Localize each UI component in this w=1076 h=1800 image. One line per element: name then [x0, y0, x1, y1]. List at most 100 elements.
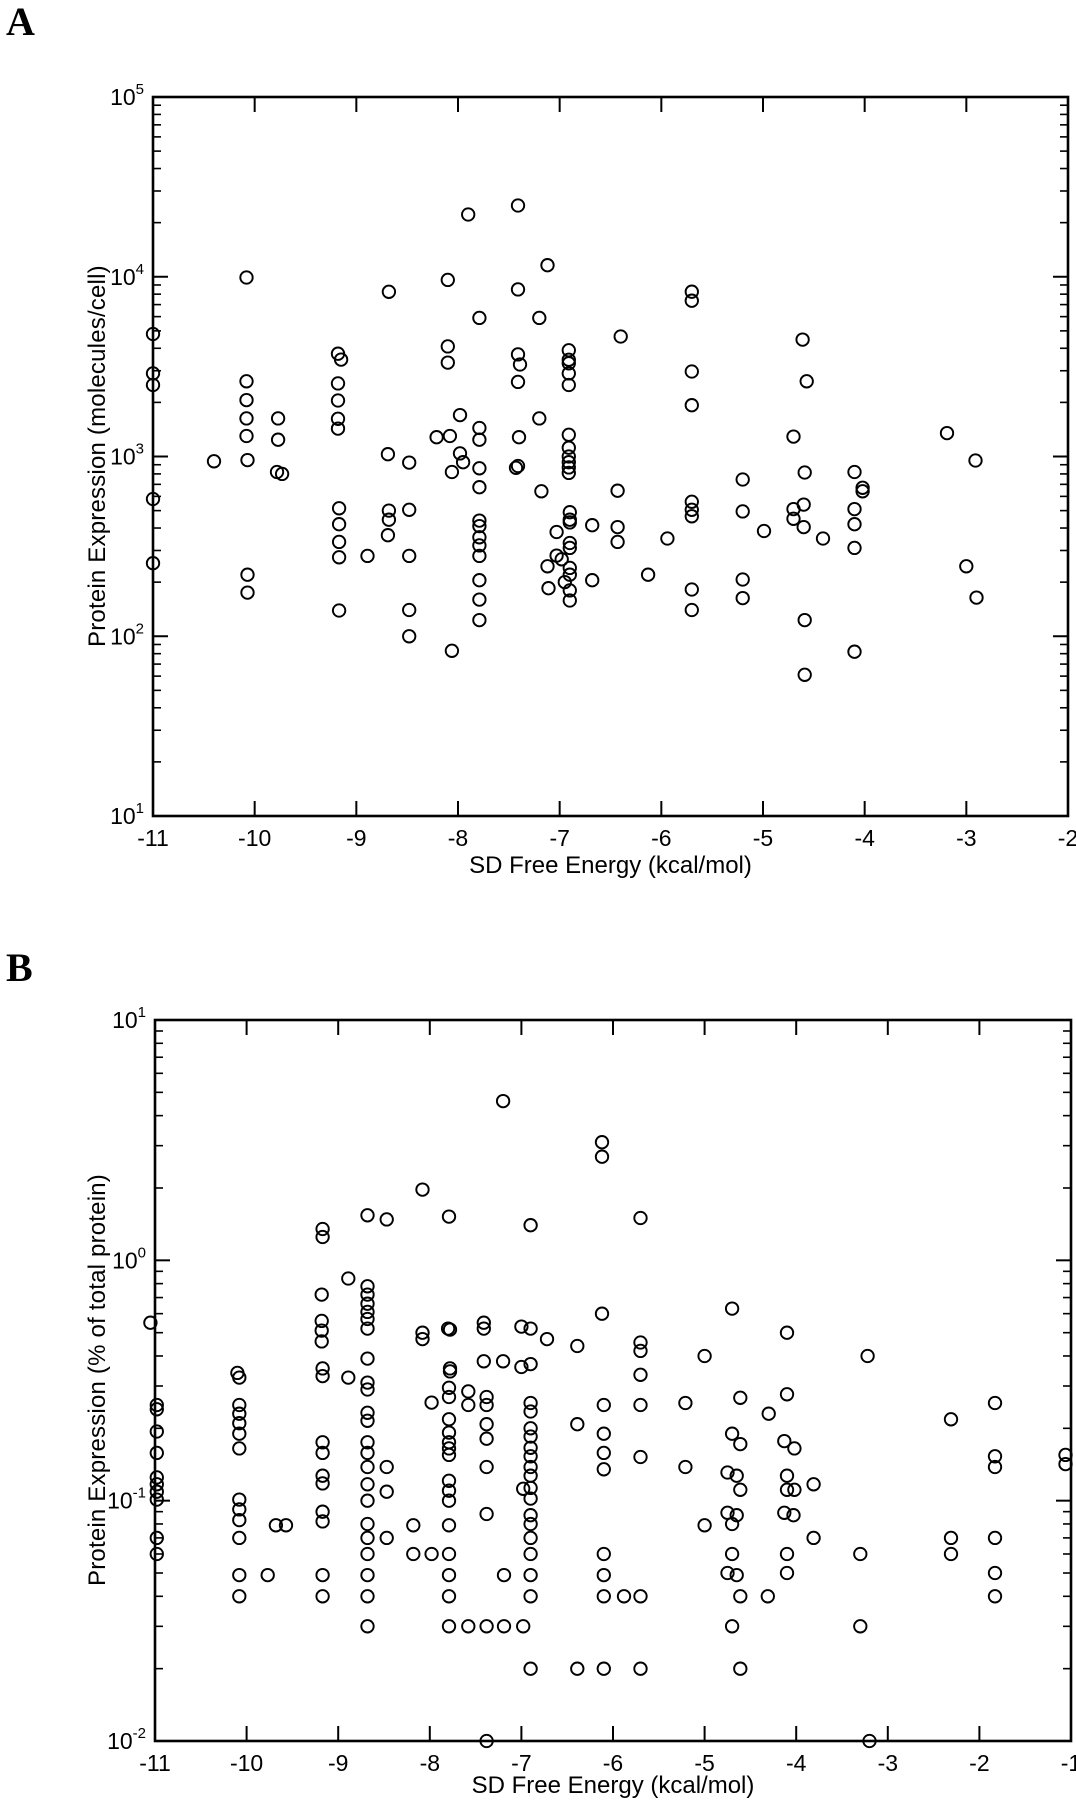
data-point — [452, 407, 468, 423]
data-point — [760, 1589, 775, 1604]
data-point — [561, 465, 576, 481]
data-point — [678, 1459, 693, 1475]
data-point — [523, 1404, 538, 1419]
data-point — [562, 540, 577, 556]
data-point — [360, 1619, 375, 1634]
data-point — [534, 484, 549, 499]
y-tick-label: 101 — [110, 800, 144, 829]
data-point — [360, 548, 375, 564]
axes-box — [151, 95, 1070, 818]
data-point — [561, 377, 576, 393]
data-point — [476, 1354, 491, 1369]
data-point — [510, 347, 526, 362]
data-point — [724, 1426, 740, 1441]
data-point — [360, 1382, 375, 1397]
data-point — [270, 411, 286, 426]
data-point — [523, 1567, 538, 1583]
data-point — [594, 1306, 610, 1321]
data-point — [1058, 1447, 1073, 1463]
data-point — [561, 356, 576, 371]
data-point — [532, 310, 547, 326]
data-point — [274, 466, 290, 482]
data-point — [596, 1589, 611, 1604]
data-point — [633, 1449, 648, 1465]
data-point — [442, 1364, 458, 1379]
data-point — [240, 452, 255, 468]
data-point — [472, 461, 487, 476]
data-point — [523, 1661, 538, 1676]
y-tick-label: 104 — [110, 261, 144, 290]
data-point — [633, 1397, 648, 1413]
data-point — [380, 528, 396, 543]
data-point — [232, 1426, 247, 1441]
data-point — [562, 535, 577, 551]
data-point — [1058, 1456, 1073, 1472]
data-point — [523, 1516, 538, 1532]
data-point — [424, 1546, 439, 1562]
data-point — [786, 429, 801, 444]
data-point — [523, 1440, 538, 1455]
data-point — [381, 284, 397, 299]
data-point — [239, 428, 254, 444]
data-point — [596, 1661, 611, 1676]
x-tick-label: -2 — [1058, 825, 1076, 851]
data-point — [540, 258, 555, 273]
data-point — [610, 534, 625, 550]
data-point — [315, 1504, 330, 1519]
data-point — [381, 503, 397, 518]
data-point — [796, 497, 811, 512]
data-point — [360, 1296, 375, 1311]
data-point — [441, 1209, 457, 1224]
data-point — [341, 1370, 356, 1385]
data-point — [561, 440, 576, 455]
data-point — [554, 552, 569, 567]
x-tick-label: -11 — [137, 825, 169, 851]
data-point — [724, 1301, 740, 1316]
x-tick-label: -8 — [448, 825, 468, 851]
data-point — [596, 1546, 611, 1562]
data-point — [943, 1530, 959, 1546]
data-point — [479, 1417, 494, 1432]
y-tick-label: 103 — [110, 441, 144, 470]
data-point — [815, 531, 831, 546]
data-point — [441, 1447, 457, 1463]
data-point — [379, 1530, 394, 1546]
data-point — [232, 1370, 247, 1385]
data-point — [570, 1661, 585, 1676]
data-point — [733, 1436, 748, 1452]
data-point — [360, 1304, 375, 1320]
data-point — [360, 1287, 375, 1302]
data-point — [562, 583, 577, 598]
data-point — [733, 1390, 748, 1405]
x-tick-label: -4 — [786, 1750, 807, 1776]
data-point — [479, 1431, 494, 1446]
data-point — [441, 1546, 457, 1562]
data-point — [441, 1380, 457, 1395]
data-point — [232, 1502, 247, 1517]
data-point — [360, 1493, 375, 1508]
x-tick-label: -7 — [549, 825, 569, 851]
data-point — [441, 1493, 457, 1508]
data-point — [145, 491, 161, 507]
data-point — [510, 458, 526, 474]
data-point — [232, 1567, 247, 1583]
data-point — [523, 1589, 538, 1604]
data-point — [733, 1482, 748, 1497]
data-point — [570, 1417, 585, 1432]
data-point — [862, 1733, 877, 1749]
data-point — [561, 427, 576, 442]
data-point — [847, 517, 862, 532]
data-point — [472, 432, 487, 447]
data-point — [806, 1477, 821, 1492]
data-point — [232, 1406, 247, 1421]
data-point — [331, 534, 347, 550]
data-point — [206, 454, 222, 469]
data-point — [860, 1348, 875, 1364]
data-point — [523, 1459, 538, 1475]
data-point — [616, 1589, 632, 1604]
data-point — [239, 374, 254, 389]
data-point — [724, 1619, 740, 1634]
data-point — [479, 1733, 494, 1749]
data-point — [472, 548, 487, 564]
data-point — [232, 1512, 247, 1528]
